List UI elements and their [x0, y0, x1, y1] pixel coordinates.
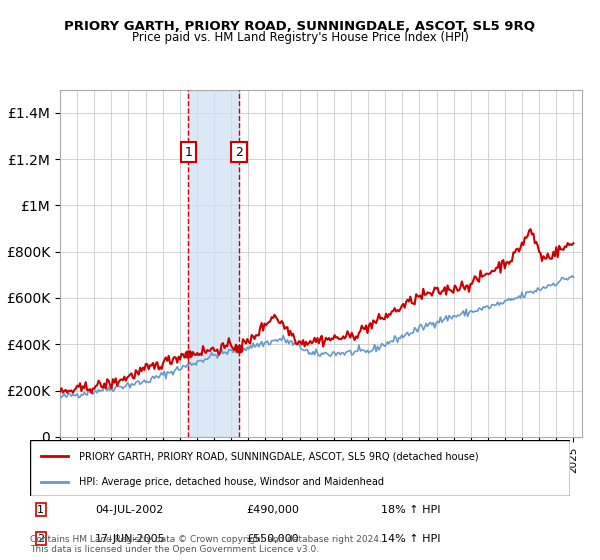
- Text: PRIORY GARTH, PRIORY ROAD, SUNNINGDALE, ASCOT, SL5 9RQ: PRIORY GARTH, PRIORY ROAD, SUNNINGDALE, …: [65, 20, 536, 32]
- Text: Price paid vs. HM Land Registry's House Price Index (HPI): Price paid vs. HM Land Registry's House …: [131, 31, 469, 44]
- Text: 2: 2: [37, 534, 44, 544]
- Text: 14% ↑ HPI: 14% ↑ HPI: [381, 534, 440, 544]
- FancyBboxPatch shape: [30, 440, 570, 496]
- Text: 1: 1: [37, 505, 44, 515]
- Text: 04-JUL-2002: 04-JUL-2002: [95, 505, 163, 515]
- Text: 18% ↑ HPI: 18% ↑ HPI: [381, 505, 440, 515]
- Bar: [188, 90, 239, 437]
- Text: 17-JUN-2005: 17-JUN-2005: [95, 534, 166, 544]
- Text: Contains HM Land Registry data © Crown copyright and database right 2024.
This d: Contains HM Land Registry data © Crown c…: [30, 535, 382, 554]
- Text: 1: 1: [184, 146, 192, 158]
- Text: PRIORY GARTH, PRIORY ROAD, SUNNINGDALE, ASCOT, SL5 9RQ (detached house): PRIORY GARTH, PRIORY ROAD, SUNNINGDALE, …: [79, 451, 478, 461]
- Text: HPI: Average price, detached house, Windsor and Maidenhead: HPI: Average price, detached house, Wind…: [79, 477, 383, 487]
- Text: £490,000: £490,000: [246, 505, 299, 515]
- Text: 2: 2: [235, 146, 243, 158]
- Text: £550,000: £550,000: [246, 534, 299, 544]
